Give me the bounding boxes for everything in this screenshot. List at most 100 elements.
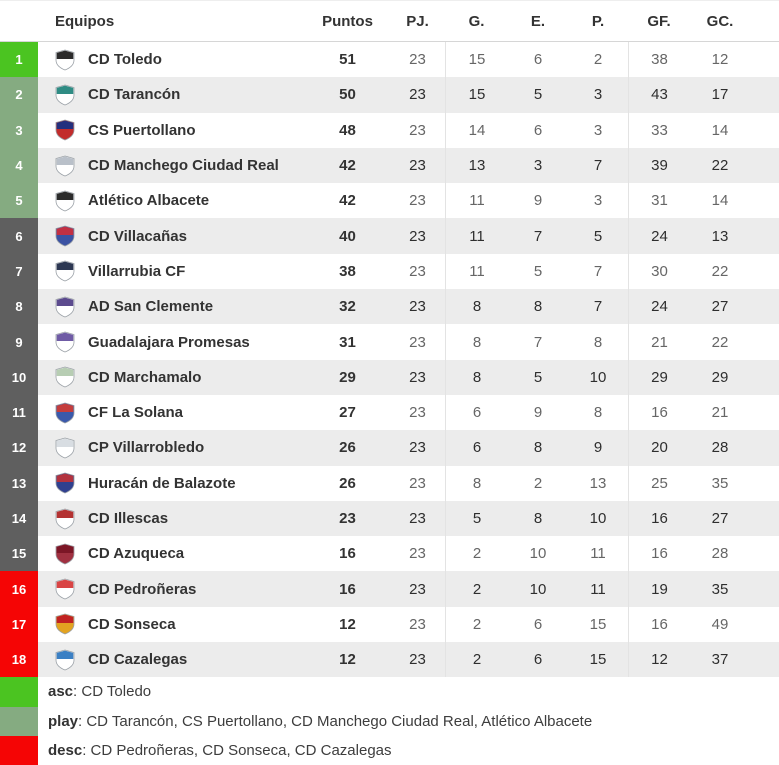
draws-cell: 8 <box>533 298 543 316</box>
goals-against-cell: 28 <box>711 439 729 457</box>
position-badge: 1 <box>0 42 38 78</box>
team-cell[interactable]: CD Toledo <box>38 42 305 77</box>
table-row[interactable]: 11 CF La Solana 27 23 6 9 8 16 21 <box>0 394 779 431</box>
team-cell[interactable]: Huracán de Balazote <box>38 466 305 501</box>
team-cell[interactable]: CD Tarancón <box>38 77 305 112</box>
team-crest-icon <box>55 190 75 212</box>
table-row[interactable]: 7 Villarrubia CF 38 23 11 5 7 30 22 <box>0 253 779 290</box>
wins-cell: 11 <box>445 183 508 219</box>
team-cell[interactable]: AD San Clemente <box>38 289 305 324</box>
team-cell[interactable]: CD Azuqueca <box>38 536 305 571</box>
position-badge: 10 <box>0 359 38 395</box>
wins-cell: 8 <box>445 465 508 501</box>
draws-cell: 10 <box>529 545 547 563</box>
goals-for-cell: 43 <box>628 77 690 113</box>
played-cell: 23 <box>409 545 426 563</box>
table-row[interactable]: 2 CD Tarancón 50 23 15 5 3 43 17 <box>0 77 779 113</box>
legend-row: play: CD Tarancón, CS Puertollano, CD Ma… <box>0 706 779 736</box>
wins-cell: 8 <box>445 359 508 395</box>
table-row[interactable]: 3 CS Puertollano 48 23 14 6 3 33 14 <box>0 112 779 148</box>
table-row[interactable]: 14 CD Illescas 23 23 5 8 10 16 27 <box>0 500 779 537</box>
losses-cell: 2 <box>593 51 603 69</box>
col-header-g: G. <box>468 12 485 30</box>
played-cell: 23 <box>409 121 426 139</box>
goals-for-cell: 39 <box>628 147 690 184</box>
wins-cell: 8 <box>445 324 508 360</box>
team-cell[interactable]: CD Cazalegas <box>38 642 305 677</box>
goals-for-cell: 38 <box>628 42 690 78</box>
goals-for-cell: 30 <box>628 253 690 290</box>
table-row[interactable]: 18 CD Cazalegas 12 23 2 6 15 12 37 <box>0 642 779 678</box>
points-cell: 50 <box>339 86 356 104</box>
table-row[interactable]: 10 CD Marchamalo 29 23 8 5 10 29 29 <box>0 359 779 395</box>
draws-cell: 7 <box>533 227 543 245</box>
table-row[interactable]: 13 Huracán de Balazote 26 23 8 2 13 25 3… <box>0 465 779 501</box>
team-cell[interactable]: CS Puertollano <box>38 113 305 148</box>
points-cell: 48 <box>339 121 356 139</box>
points-cell: 42 <box>339 157 356 175</box>
losses-cell: 3 <box>593 86 603 104</box>
draws-cell: 5 <box>533 86 543 104</box>
team-cell[interactable]: CD Villacañas <box>38 218 305 253</box>
team-crest-icon <box>55 225 75 247</box>
played-cell: 23 <box>409 333 426 351</box>
team-crest-icon <box>55 402 75 424</box>
played-cell: 23 <box>409 86 426 104</box>
table-row[interactable]: 5 Atlético Albacete 42 23 11 9 3 31 14 <box>0 183 779 219</box>
played-cell: 23 <box>409 227 426 245</box>
team-cell[interactable]: CD Manchego Ciudad Real <box>38 148 305 183</box>
points-cell: 42 <box>339 192 356 210</box>
team-name: CD Azuqueca <box>88 545 185 563</box>
losses-cell: 8 <box>593 333 603 351</box>
played-cell: 23 <box>409 262 426 280</box>
table-row[interactable]: 17 CD Sonseca 12 23 2 6 15 16 49 <box>0 606 779 643</box>
wins-cell: 6 <box>445 394 508 431</box>
team-cell[interactable]: CD Marchamalo <box>38 360 305 395</box>
wins-cell: 11 <box>445 218 508 254</box>
wins-cell: 2 <box>445 571 508 607</box>
table-row[interactable]: 6 CD Villacañas 40 23 11 7 5 24 13 <box>0 218 779 254</box>
table-row[interactable]: 9 Guadalajara Promesas 31 23 8 7 8 21 22 <box>0 324 779 360</box>
team-cell[interactable]: Atlético Albacete <box>38 183 305 218</box>
team-name: Atlético Albacete <box>88 192 210 210</box>
col-header-p: P. <box>591 12 605 30</box>
draws-cell: 6 <box>533 615 543 633</box>
goals-against-cell: 35 <box>711 580 729 598</box>
table-row[interactable]: 4 CD Manchego Ciudad Real 42 23 13 3 7 3… <box>0 147 779 184</box>
played-cell: 23 <box>409 651 426 669</box>
points-cell: 51 <box>339 51 356 69</box>
table-row[interactable]: 8 AD San Clemente 32 23 8 8 7 24 27 <box>0 289 779 325</box>
team-cell[interactable]: CF La Solana <box>38 395 305 430</box>
team-cell[interactable]: Villarrubia CF <box>38 254 305 289</box>
team-name: CD Manchego Ciudad Real <box>88 157 279 175</box>
position-badge: 18 <box>0 642 38 678</box>
position-badge: 3 <box>0 112 38 148</box>
table-row[interactable]: 15 CD Azuqueca 16 23 2 10 11 16 28 <box>0 536 779 572</box>
played-cell: 23 <box>409 580 426 598</box>
team-crest-icon <box>55 613 75 635</box>
table-row[interactable]: 16 CD Pedroñeras 16 23 2 10 11 19 35 <box>0 571 779 607</box>
losses-cell: 7 <box>593 157 603 175</box>
team-cell[interactable]: CP Villarrobledo <box>38 430 305 465</box>
losses-cell: 5 <box>593 227 603 245</box>
team-name: CD Sonseca <box>88 615 176 633</box>
legend-color-swatch <box>0 735 38 765</box>
team-crest-icon <box>55 508 75 529</box>
points-cell: 12 <box>339 651 356 669</box>
goals-for-cell: 25 <box>628 465 690 501</box>
team-name: CD Toledo <box>88 51 162 69</box>
team-cell[interactable]: CD Illescas <box>38 501 305 536</box>
played-cell: 23 <box>409 439 426 457</box>
draws-cell: 2 <box>533 474 543 492</box>
played-cell: 23 <box>409 51 426 69</box>
team-cell[interactable]: CD Sonseca <box>38 607 305 642</box>
legend-zone-label: play <box>48 712 79 730</box>
losses-cell: 10 <box>589 510 607 527</box>
team-cell[interactable]: Guadalajara Promesas <box>38 324 305 359</box>
position-badge: 11 <box>0 394 38 431</box>
table-row[interactable]: 1 CD Toledo 51 23 15 6 2 38 12 <box>0 42 779 78</box>
team-name: CF La Solana <box>88 404 184 422</box>
team-cell[interactable]: CD Pedroñeras <box>38 571 305 606</box>
points-cell: 16 <box>339 545 356 563</box>
table-row[interactable]: 12 CP Villarrobledo 26 23 6 8 9 20 28 <box>0 430 779 466</box>
